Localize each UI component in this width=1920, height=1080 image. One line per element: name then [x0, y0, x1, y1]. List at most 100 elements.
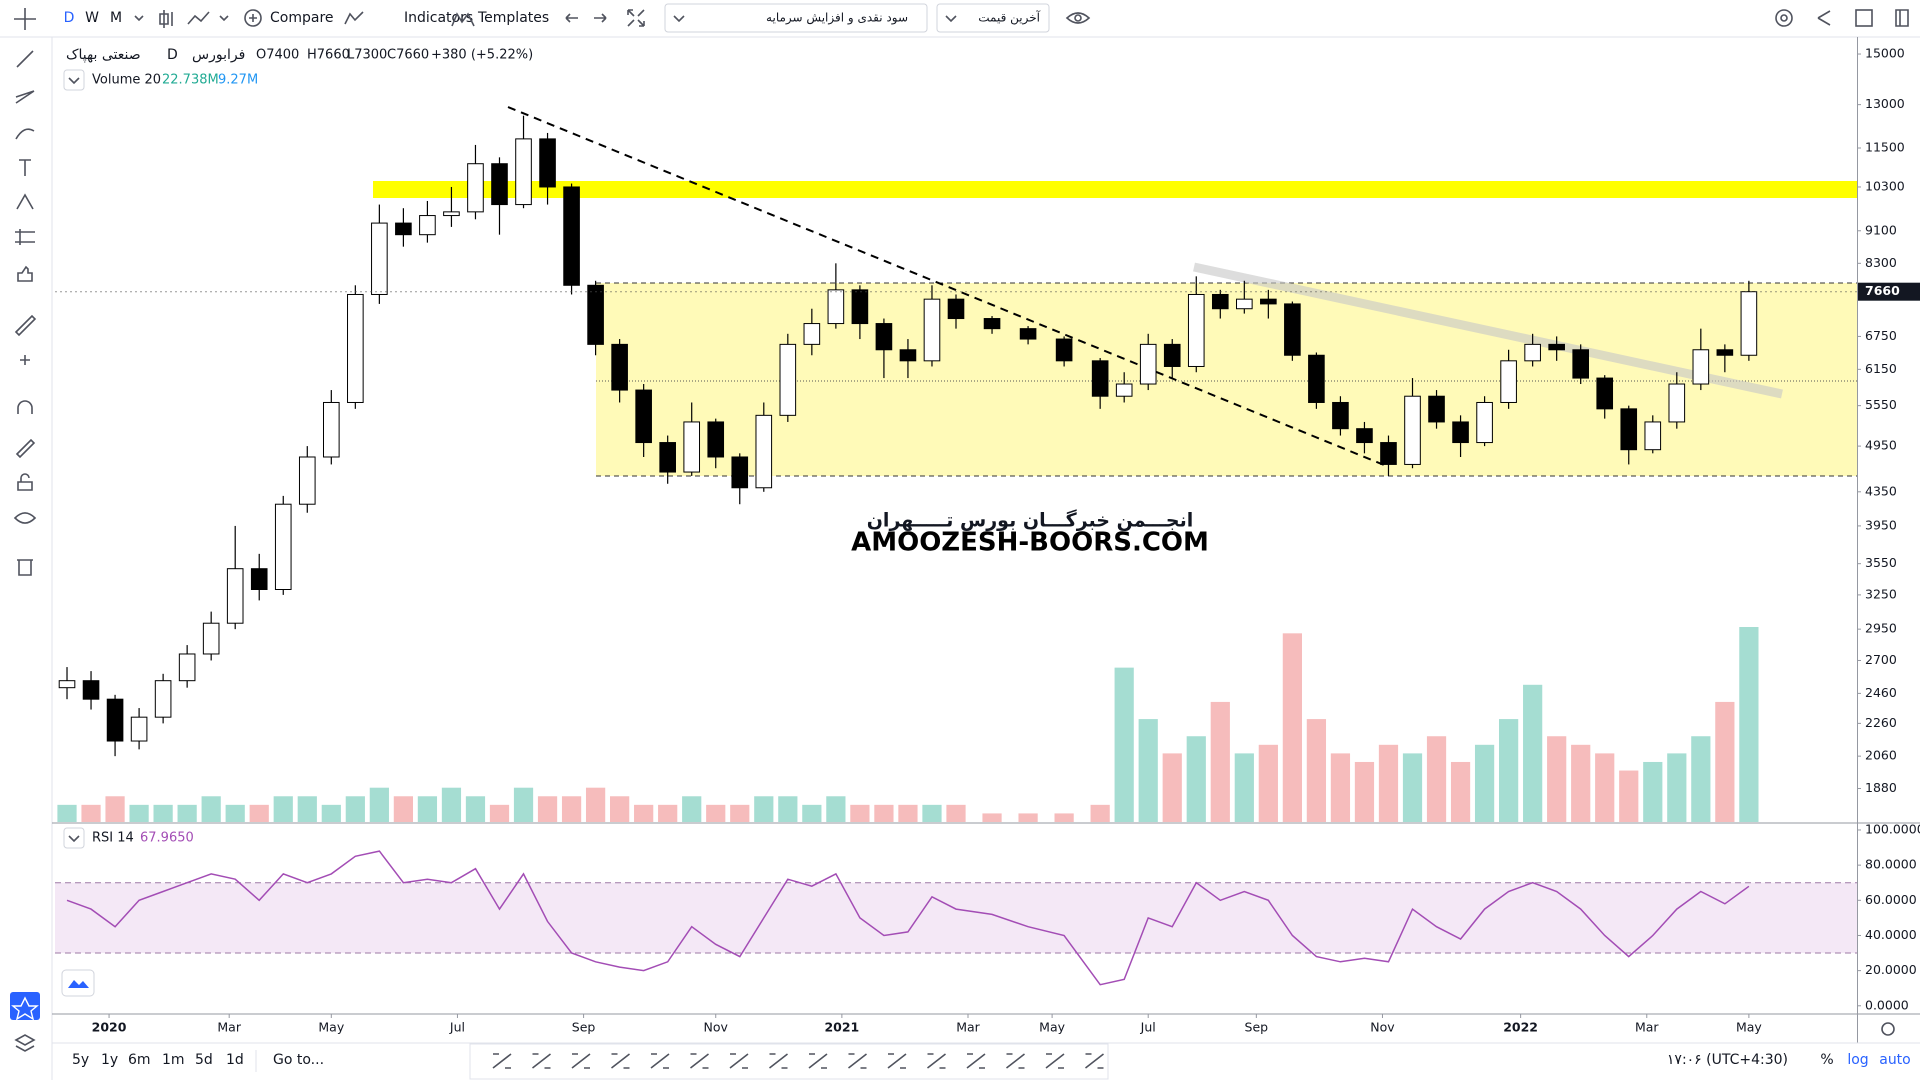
volume-bar	[1523, 684, 1543, 822]
volume-bar	[345, 796, 365, 822]
drawing-tool-icon[interactable]	[808, 1053, 828, 1069]
drawing-tool-icon[interactable]	[611, 1053, 630, 1069]
timeframe-button[interactable]: W	[85, 10, 99, 26]
x-tick-label: 2020	[92, 1020, 127, 1035]
drawing-tool-icon[interactable]	[1045, 1053, 1065, 1069]
drawing-tool-icon[interactable]	[1085, 1053, 1104, 1069]
candle-body	[1596, 377, 1614, 410]
fullscreen-icon[interactable]	[627, 9, 645, 27]
templates-button[interactable]: Templates	[477, 10, 549, 26]
tool-icon[interactable]	[17, 559, 33, 576]
y-tick-label: 8300	[1865, 255, 1897, 270]
candle-body	[1716, 349, 1734, 356]
drawing-tool-icon[interactable]	[729, 1053, 749, 1069]
resistance-band	[373, 181, 1857, 198]
volume-bar	[1378, 744, 1399, 822]
tool-icon[interactable]	[17, 473, 33, 491]
drawing-tool-icon[interactable]	[492, 1053, 512, 1069]
chevron-icon[interactable]	[219, 15, 229, 22]
range-button[interactable]: 5d	[195, 1052, 213, 1068]
y-tick-label: 3250	[1865, 586, 1897, 601]
candle-body	[851, 289, 869, 325]
volume-bar	[730, 804, 750, 822]
candle-body	[1308, 354, 1325, 403]
drawing-tool-icon[interactable]	[887, 1053, 907, 1069]
indicators-button[interactable]: Indicators	[404, 10, 473, 26]
redo-icon[interactable]	[594, 13, 607, 23]
tool-icon[interactable]	[13, 512, 37, 524]
tool-icon[interactable]	[15, 90, 35, 104]
range-button[interactable]: 6m	[128, 1052, 151, 1068]
y-tick-label: 15000	[1865, 46, 1905, 61]
volume-ma-value: 9.27M	[218, 73, 258, 88]
exchange: فرابورس	[192, 47, 245, 63]
tool-icon[interactable]	[16, 50, 34, 68]
price-dropdown[interactable]	[936, 3, 1050, 33]
tool-icon[interactable]	[20, 355, 30, 365]
candle-body	[983, 318, 1001, 330]
candle-body	[1404, 395, 1421, 465]
drawing-tool-icon[interactable]	[848, 1053, 867, 1069]
drawing-tool-icon[interactable]	[650, 1053, 670, 1069]
timeframe-button[interactable]: M	[110, 10, 122, 26]
tool-icon[interactable]	[15, 229, 35, 245]
crosshair-icon[interactable]	[14, 8, 36, 30]
drawing-tool-icon[interactable]	[1006, 1053, 1025, 1069]
snapshot-icon[interactable]	[1855, 9, 1873, 27]
layers-icon[interactable]	[14, 1034, 36, 1052]
volume-bar	[1018, 813, 1038, 822]
candle-body	[587, 284, 604, 345]
volume-bar	[706, 804, 726, 822]
range-button[interactable]: 1y	[101, 1052, 118, 1068]
templates-icon[interactable]	[451, 12, 475, 27]
line-style-icon[interactable]	[187, 11, 210, 25]
logo-button[interactable]	[61, 969, 95, 997]
range-button[interactable]: 5y	[72, 1052, 89, 1068]
x-tick-label: 2021	[824, 1020, 859, 1035]
y-tick-label: 5550	[1865, 397, 1897, 412]
legend-open: O7400	[256, 48, 299, 63]
tool-icon[interactable]	[14, 314, 37, 337]
range-button[interactable]: 1d	[226, 1052, 244, 1068]
candle-body	[779, 343, 797, 416]
candle-body	[1452, 421, 1469, 444]
legend-change: +380 (+5.22%)	[431, 48, 533, 63]
panel-icon[interactable]	[1895, 9, 1909, 27]
undo-icon[interactable]	[565, 13, 578, 23]
log-toggle[interactable]: log	[1847, 1052, 1868, 1068]
indicators-icon[interactable]	[344, 11, 364, 25]
collapse-button[interactable]	[63, 827, 85, 849]
range-button[interactable]: 1m	[162, 1052, 185, 1068]
drawing-tool-icon[interactable]	[966, 1053, 986, 1069]
dividend-dropdown[interactable]	[664, 3, 928, 33]
drawing-tool-icon[interactable]	[927, 1053, 946, 1069]
drawing-tool-icon[interactable]	[571, 1053, 591, 1069]
percent-toggle[interactable]: %	[1820, 1052, 1833, 1068]
visibility-icon[interactable]	[1065, 12, 1091, 24]
volume-value: 22.738M	[162, 73, 219, 88]
candle-body	[371, 222, 388, 295]
share-icon[interactable]	[1817, 10, 1831, 26]
drawing-tool-icon[interactable]	[690, 1053, 709, 1069]
watchlist-button[interactable]	[10, 992, 40, 1020]
tool-icon[interactable]	[15, 128, 35, 140]
tool-icon[interactable]	[17, 400, 33, 414]
axis-settings-icon[interactable]	[1881, 1022, 1895, 1036]
tool-icon[interactable]	[15, 438, 36, 459]
timeframe-button[interactable]: D	[64, 10, 75, 26]
chevron-icon[interactable]	[134, 15, 144, 22]
compare-icon[interactable]	[244, 9, 262, 27]
volume-bar	[1595, 753, 1615, 822]
goto-button[interactable]: Go to...	[273, 1052, 324, 1068]
auto-toggle[interactable]: auto	[1879, 1052, 1911, 1068]
tool-icon[interactable]	[17, 265, 33, 282]
compare-button[interactable]: Compare	[270, 10, 334, 26]
candle-style-icon[interactable]	[159, 10, 173, 28]
tool-icon[interactable]	[19, 159, 31, 176]
drawing-tool-icon[interactable]	[532, 1053, 551, 1069]
tool-icon[interactable]	[16, 193, 34, 210]
settings-icon[interactable]	[1775, 9, 1793, 27]
collapse-button[interactable]	[63, 69, 85, 91]
drawing-tool-icon[interactable]	[769, 1053, 788, 1069]
x-tick-label: May	[1736, 1020, 1762, 1035]
